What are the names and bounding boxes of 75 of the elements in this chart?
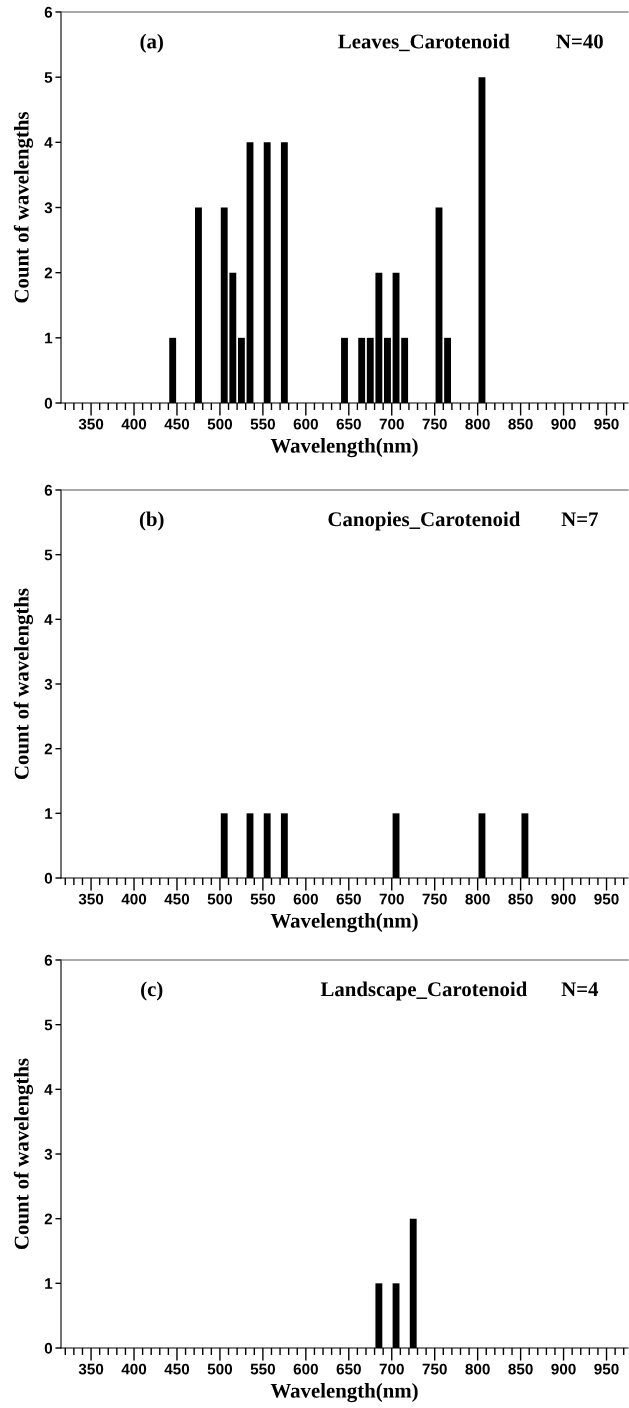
annotation: (a) bbox=[140, 33, 163, 53]
x-tick-label: 550 bbox=[250, 418, 276, 430]
x-tick-label: 400 bbox=[121, 893, 147, 905]
y-tick-label: 2 bbox=[44, 1213, 53, 1225]
x-tick-label: 950 bbox=[594, 418, 619, 430]
y-tick-label: 4 bbox=[44, 1084, 53, 1095]
y-tick-label: 3 bbox=[44, 202, 53, 214]
x-tick-label: 850 bbox=[508, 1363, 533, 1375]
x-tick-label: 500 bbox=[207, 1363, 233, 1375]
y-tick-label: 6 bbox=[44, 954, 53, 966]
y-tick-label: 4 bbox=[44, 137, 53, 148]
y-tick-label: 0 bbox=[44, 872, 53, 884]
x-tick-label: 650 bbox=[336, 418, 361, 430]
x-tick-label: 850 bbox=[508, 893, 533, 905]
x-tick-label: 450 bbox=[164, 1363, 190, 1375]
x-tick-label: 600 bbox=[293, 893, 318, 905]
x-tick-label: 550 bbox=[250, 893, 276, 905]
x-tick-label: 900 bbox=[551, 418, 576, 430]
x-axis-title: Wavelength(nm) bbox=[270, 438, 418, 458]
y-tick-label: 1 bbox=[45, 332, 53, 344]
x-tick-label: 900 bbox=[551, 1363, 576, 1375]
x-tick-label: 450 bbox=[164, 893, 190, 905]
text: Canopies_Carotenoid bbox=[328, 511, 521, 531]
x-tick-label: 500 bbox=[207, 418, 233, 430]
x-tick-label: 950 bbox=[594, 1363, 619, 1375]
y-tick-label: 3 bbox=[44, 678, 53, 690]
annotation: N=7 bbox=[561, 512, 598, 527]
x-tick-label: 900 bbox=[551, 893, 576, 905]
annotation: N=4 bbox=[561, 982, 599, 997]
y-axis-title: Count of wavelengths bbox=[13, 1058, 34, 1250]
x-tick-label: 400 bbox=[121, 1363, 147, 1375]
y-tick-label: 0 bbox=[44, 397, 53, 409]
x-tick-label: 750 bbox=[422, 418, 447, 430]
annotation: (b) bbox=[139, 511, 164, 531]
x-tick-label: 400 bbox=[121, 418, 147, 430]
x-tick-label: 350 bbox=[78, 893, 104, 905]
x-tick-label: 350 bbox=[78, 1363, 104, 1375]
x-tick-label: 600 bbox=[293, 418, 318, 430]
y-tick-label: 2 bbox=[44, 743, 53, 755]
y-tick-label: 0 bbox=[44, 1342, 53, 1354]
y-tick-label: 5 bbox=[44, 549, 53, 561]
y-tick-label: 3 bbox=[44, 1148, 53, 1160]
y-tick-label: 5 bbox=[44, 1019, 53, 1031]
x-tick-label: 750 bbox=[422, 893, 447, 905]
y-tick-label: 1 bbox=[45, 808, 53, 819]
x-tick-label: 700 bbox=[379, 1363, 404, 1375]
y-axis-title: Count of wavelengths bbox=[13, 111, 34, 303]
x-axis-title: Wavelength(nm) bbox=[270, 1383, 418, 1403]
x-tick-label: 950 bbox=[594, 893, 619, 905]
x-tick-label: 850 bbox=[508, 418, 533, 430]
x-axis-title: Wavelength(nm) bbox=[270, 913, 418, 933]
x-tick-label: 650 bbox=[336, 893, 361, 905]
y-tick-label: 2 bbox=[44, 267, 53, 279]
x-tick-label: 800 bbox=[465, 418, 490, 430]
x-tick-label: 700 bbox=[379, 893, 404, 905]
y-tick-label: 6 bbox=[44, 6, 53, 18]
x-tick-label: 350 bbox=[78, 418, 104, 430]
x-tick-label: 550 bbox=[250, 1363, 276, 1375]
x-tick-label: 700 bbox=[379, 418, 404, 430]
text: Landscape_Carotenoid bbox=[320, 981, 528, 1001]
x-tick-label: 750 bbox=[422, 1363, 447, 1375]
text: Leaves_Carotenoid bbox=[338, 33, 510, 52]
x-tick-label: 600 bbox=[293, 1363, 318, 1375]
x-tick-label: 450 bbox=[164, 418, 190, 430]
x-tick-label: 800 bbox=[465, 893, 490, 905]
annotation: N=40 bbox=[556, 34, 603, 49]
y-tick-label: 4 bbox=[44, 614, 53, 625]
y-axis-title: Count of wavelengths bbox=[13, 588, 34, 780]
x-tick-label: 500 bbox=[207, 893, 233, 905]
y-tick-label: 5 bbox=[44, 72, 53, 83]
y-tick-label: 6 bbox=[44, 484, 53, 496]
annotation: (c) bbox=[141, 981, 163, 1001]
x-tick-label: 800 bbox=[465, 1363, 490, 1375]
x-tick-label: 650 bbox=[336, 1363, 361, 1375]
y-tick-label: 1 bbox=[45, 1278, 53, 1289]
